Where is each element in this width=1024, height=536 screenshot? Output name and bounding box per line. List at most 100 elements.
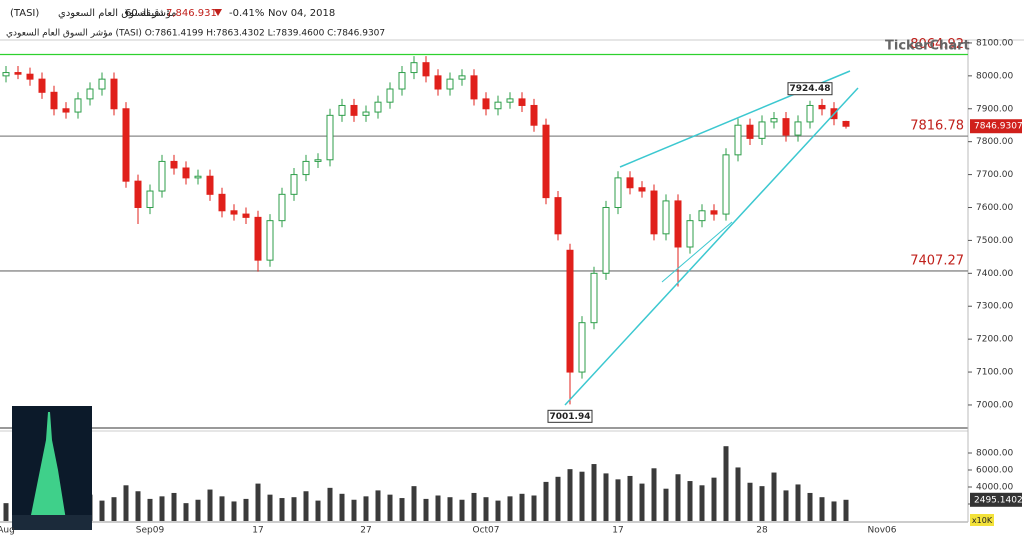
x-tick-label: Sep09 [136, 526, 165, 536]
y-tick-label: 7400.00 [976, 269, 1013, 279]
volume-bar [651, 468, 657, 521]
volume-bar [807, 492, 813, 521]
volume-bar [315, 500, 321, 521]
volume-bar [339, 493, 345, 521]
volume-bar [111, 497, 117, 521]
annotation: 7924.48 [790, 84, 831, 94]
volume-bar [207, 489, 213, 521]
candle-body [518, 98, 526, 106]
candle-body [374, 101, 382, 113]
candle-body [770, 118, 778, 123]
candle-body [410, 62, 418, 74]
change: -0.41% [229, 8, 264, 19]
x-tick-label: 17 [612, 526, 623, 536]
volume-bar [747, 482, 753, 521]
y-tick-label: 8100.00 [976, 38, 1013, 48]
y-tick-label: 7100.00 [976, 368, 1013, 378]
candle-body [254, 216, 262, 261]
candle-body [362, 111, 370, 116]
last-volume: 2495.1402 [974, 495, 1023, 505]
last-volume-tag [970, 492, 1022, 507]
candle-body [386, 88, 394, 103]
annotation-box [547, 409, 593, 423]
x-tick-label: 27 [360, 526, 371, 536]
candle-body [134, 180, 142, 208]
y-tick-label: 7300.00 [976, 302, 1013, 312]
thumbnail [12, 406, 92, 530]
x-tick-label: 28 [756, 526, 768, 536]
volume-unit: x10K [972, 516, 993, 525]
x-tick-label: Nov06 [867, 526, 896, 536]
candle-body [146, 190, 154, 208]
volume-bar [195, 499, 201, 521]
candle-body [2, 72, 10, 77]
candle-body [482, 98, 490, 110]
candle-body [806, 104, 814, 123]
logo: TickerChart [885, 39, 970, 54]
candle-body [182, 167, 190, 179]
y-tick-label: 7000.00 [976, 400, 1013, 410]
candle-body [194, 175, 202, 179]
unit-badge [970, 514, 994, 526]
volume-bar [603, 473, 609, 521]
volume-tick-label: 8000.00 [976, 449, 1013, 459]
y-tick-label: 7800.00 [976, 137, 1013, 147]
volume-bar [711, 477, 717, 521]
candle-body [686, 220, 694, 248]
candle-body [626, 177, 634, 189]
volume-bar [555, 476, 561, 521]
candle-body [698, 210, 706, 222]
volume-bar [243, 498, 249, 521]
volume-bar [231, 501, 237, 521]
volume-bar [447, 497, 453, 521]
volume-bar [291, 497, 297, 521]
last-price-tag [970, 119, 1022, 134]
candle-body [674, 200, 682, 248]
candle-body [266, 220, 274, 261]
volume-bar [147, 498, 153, 521]
volume-bar [471, 492, 477, 521]
volume-bar [411, 486, 417, 521]
candle-body [206, 175, 214, 195]
volume-bar [687, 481, 693, 521]
candle-body [638, 187, 646, 192]
candle-body [50, 91, 58, 110]
volume-bar [735, 467, 741, 521]
trend-line [661, 221, 733, 283]
volume-bar [423, 498, 429, 521]
candle-body [14, 72, 22, 75]
volume-tick-label: 6000.00 [976, 466, 1013, 476]
candle-body [398, 72, 406, 90]
y-tick-label: 7500.00 [976, 236, 1013, 246]
candle-body [758, 121, 766, 139]
volume-bar [639, 483, 645, 521]
candle-body [158, 160, 166, 192]
candle-body [98, 78, 106, 90]
volume-bar [783, 490, 789, 521]
volume-bar [759, 486, 765, 521]
candle-body [314, 159, 322, 162]
candle-body [230, 210, 238, 215]
level-label: 7816.78 [910, 119, 964, 134]
candle-body [602, 206, 610, 274]
volume-bar [123, 485, 129, 521]
volume-bar [183, 503, 189, 521]
candle-body [554, 197, 562, 235]
volume-bar [819, 497, 825, 521]
candle-body [734, 124, 742, 156]
candle-body [290, 174, 298, 195]
candle-body [110, 78, 118, 110]
candle-body [218, 193, 226, 212]
candle-body [422, 62, 430, 77]
volume-bar [99, 500, 105, 521]
volume-bar [843, 499, 849, 521]
level-label: 8064.92 [910, 37, 964, 52]
candle-body [470, 75, 478, 100]
volume-bar [531, 495, 537, 521]
candle-body [530, 104, 538, 126]
volume-bar [159, 496, 165, 521]
candle-body [590, 272, 598, 324]
x-tick-label: Oct07 [472, 526, 499, 536]
volume-bar [495, 500, 501, 521]
